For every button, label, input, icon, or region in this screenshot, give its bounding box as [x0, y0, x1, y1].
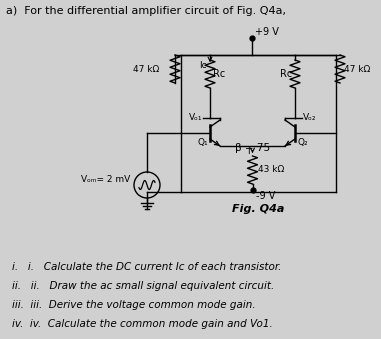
Text: Q₂: Q₂: [297, 138, 307, 147]
Text: I: I: [247, 147, 250, 157]
Text: Iᴄ: Iᴄ: [199, 61, 207, 70]
Text: iii.  iii.  Derive the voltage common mode gain.: iii. iii. Derive the voltage common mode…: [12, 300, 256, 310]
Text: 43 kΩ: 43 kΩ: [258, 165, 284, 175]
Text: iv.  iv.  Calculate the common mode gain and Vo1.: iv. iv. Calculate the common mode gain a…: [12, 319, 273, 329]
Text: i.   i.   Calculate the DC current Ic of each transistor.: i. i. Calculate the DC current Ic of eac…: [12, 262, 282, 272]
Text: Vₒₘ= 2 mV: Vₒₘ= 2 mV: [81, 176, 130, 184]
Text: a)  For the differential amplifier circuit of Fig. Q4a,: a) For the differential amplifier circui…: [6, 6, 286, 16]
Text: Vₒ₂: Vₒ₂: [303, 114, 317, 122]
Text: ii.   ii.   Draw the ac small signal equivalent circuit.: ii. ii. Draw the ac small signal equival…: [12, 281, 274, 291]
Text: Q₁: Q₁: [197, 138, 208, 147]
Text: Rᴄ: Rᴄ: [213, 69, 225, 79]
Text: -9 V: -9 V: [256, 191, 275, 201]
Text: Rᴄ: Rᴄ: [280, 69, 292, 79]
Text: Fig. Q4a: Fig. Q4a: [232, 204, 285, 214]
Text: +9 V: +9 V: [255, 27, 279, 37]
Text: 47 kΩ: 47 kΩ: [344, 64, 370, 74]
Text: 47 kΩ: 47 kΩ: [133, 64, 159, 74]
Text: Vₒ₁: Vₒ₁: [189, 114, 202, 122]
Text: β = 75: β = 75: [235, 143, 270, 153]
